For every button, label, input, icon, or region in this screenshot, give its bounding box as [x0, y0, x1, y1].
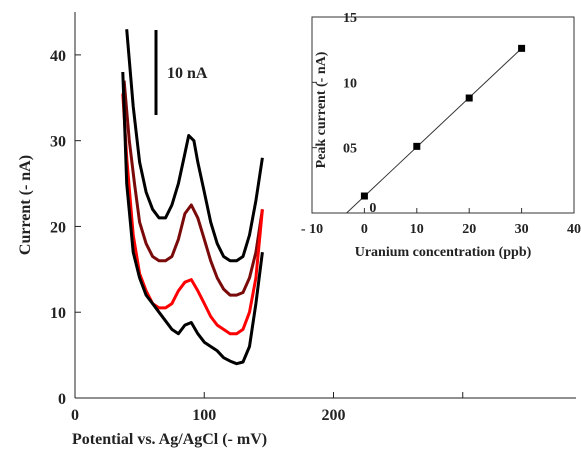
inset-data-point	[465, 94, 473, 102]
inset-data-point	[518, 44, 526, 52]
main-x-tick-label: 100	[192, 407, 216, 424]
main-x-tick-label: 200	[322, 407, 346, 424]
inset-data-point	[360, 192, 368, 200]
inset-zero-annotation: 0	[369, 201, 376, 216]
inset-axis-ticks: 05 10 15 - 10 0 10 20 30 40	[301, 11, 581, 237]
main-y-tick-label: 30	[50, 134, 66, 151]
inset-x-tick-label: 10	[410, 222, 424, 237]
voltammogram-curve-2	[122, 80, 264, 297]
inset-points-group	[360, 44, 526, 200]
main-y-axis-label: Current (- nA)	[17, 155, 34, 255]
main-y-tick-label: 40	[50, 48, 66, 65]
inset-x-tick-label: 40	[567, 222, 581, 237]
scale-bar-label: 10 nA	[167, 65, 208, 82]
inset-fit-line	[346, 47, 522, 214]
inset-data-point	[413, 142, 421, 150]
inset-y-tick-label: 10	[343, 76, 357, 91]
inset-y-tick-label: 15	[343, 11, 357, 26]
voltammogram-curve-4	[121, 71, 264, 366]
inset-x-tick-label: 30	[515, 222, 529, 237]
inset-y-tick-label: 05	[343, 142, 357, 157]
inset-x-tick-label: 0	[361, 222, 368, 237]
main-y-tick-label: 10	[50, 305, 66, 322]
inset-x-tick-label: - 10	[301, 222, 323, 237]
main-x-tick-label: 0	[71, 407, 79, 424]
main-x-axis-label: Potential vs. Ag/AgCl (- mV)	[72, 431, 267, 448]
voltammogram-curve-3	[121, 93, 264, 336]
inset-y-axis-label: Peak current (- nA)	[314, 51, 329, 168]
main-y-tick-label: 0	[58, 391, 66, 408]
voltammogram-curve-1	[125, 29, 264, 263]
inset-x-axis-label: Uranium concentration (ppb)	[355, 245, 532, 260]
inset-x-tick-label: 20	[462, 222, 476, 237]
inset-frame	[311, 16, 575, 214]
main-y-tick-label: 20	[50, 219, 66, 236]
main-series-group	[121, 29, 264, 366]
